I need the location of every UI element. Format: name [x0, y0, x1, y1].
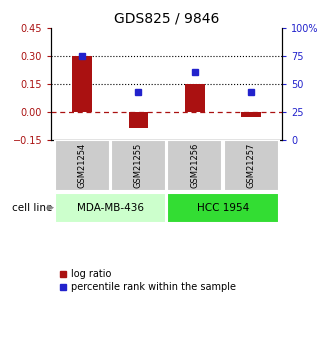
Text: cell line: cell line — [12, 203, 52, 213]
Bar — [241, 112, 261, 117]
Bar — [111, 140, 166, 191]
Text: GSM21255: GSM21255 — [134, 143, 143, 188]
Bar — [167, 193, 279, 223]
Bar — [54, 193, 166, 223]
Bar — [72, 56, 92, 112]
Bar — [185, 84, 205, 112]
Text: GSM21256: GSM21256 — [190, 143, 199, 188]
Text: GSM21257: GSM21257 — [247, 143, 256, 188]
Legend: log ratio, percentile rank within the sample: log ratio, percentile rank within the sa… — [56, 265, 240, 296]
Title: GDS825 / 9846: GDS825 / 9846 — [114, 11, 219, 25]
Text: MDA-MB-436: MDA-MB-436 — [77, 203, 144, 213]
Bar — [54, 140, 110, 191]
Bar — [129, 112, 149, 128]
Bar — [223, 140, 279, 191]
Text: HCC 1954: HCC 1954 — [197, 203, 249, 213]
Bar — [167, 140, 222, 191]
Text: GSM21254: GSM21254 — [78, 143, 87, 188]
